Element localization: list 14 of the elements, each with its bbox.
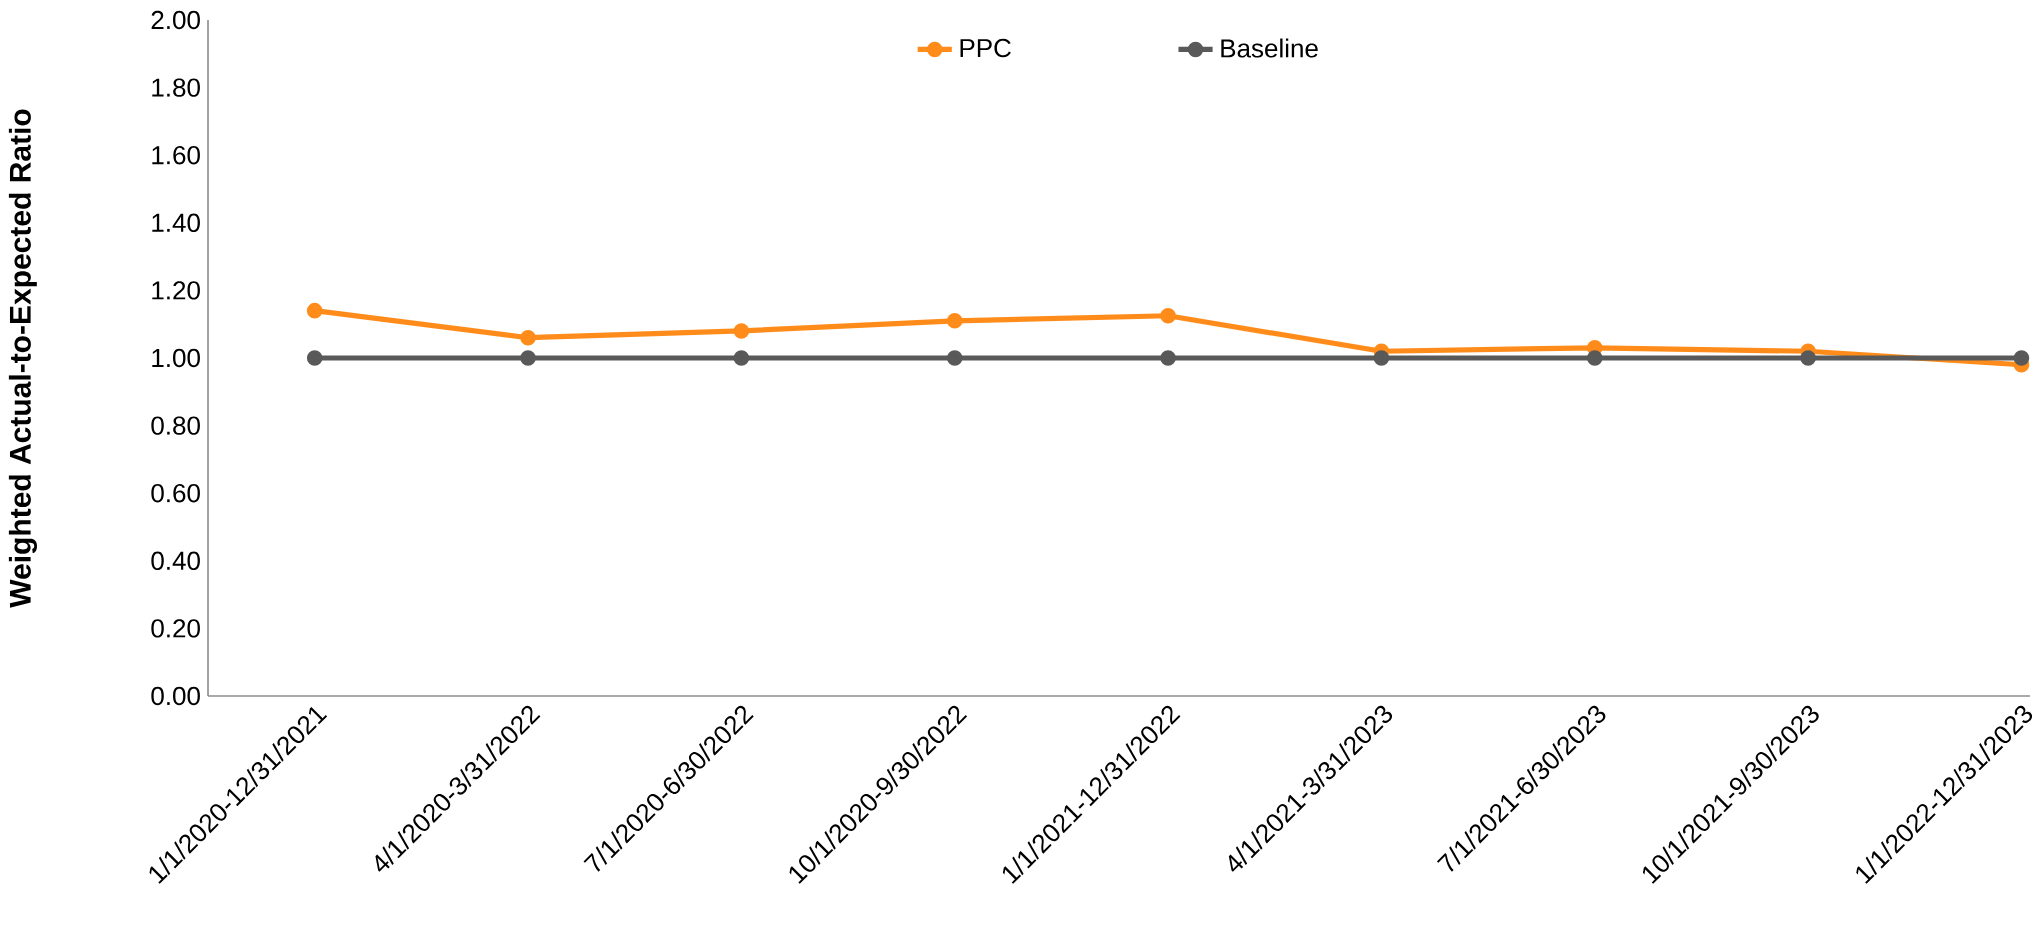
y-tick-label: 0.60 [151,483,200,503]
y-tick-label: 1.80 [152,78,200,97]
y-tick-label: 0.40 [151,551,200,570]
y-tick-label: 1.40 [152,213,200,232]
y-axis-title: Weighted Actual-to-Expected Ratio [8,109,37,608]
y-tick-label: 2.00 [151,10,200,30]
y-tick-label: 1.00 [152,348,200,368]
y-tick-label: 0.20 [151,619,200,638]
y-tick-label: 0.00 [151,686,200,706]
legend-label: PPC [960,38,1011,58]
y-tick-label: 1.60 [152,145,200,165]
y-tick-label: 0.80 [151,416,200,435]
legend-label: Baseline [1221,38,1318,58]
y-tick-label: 1.20 [152,281,200,300]
